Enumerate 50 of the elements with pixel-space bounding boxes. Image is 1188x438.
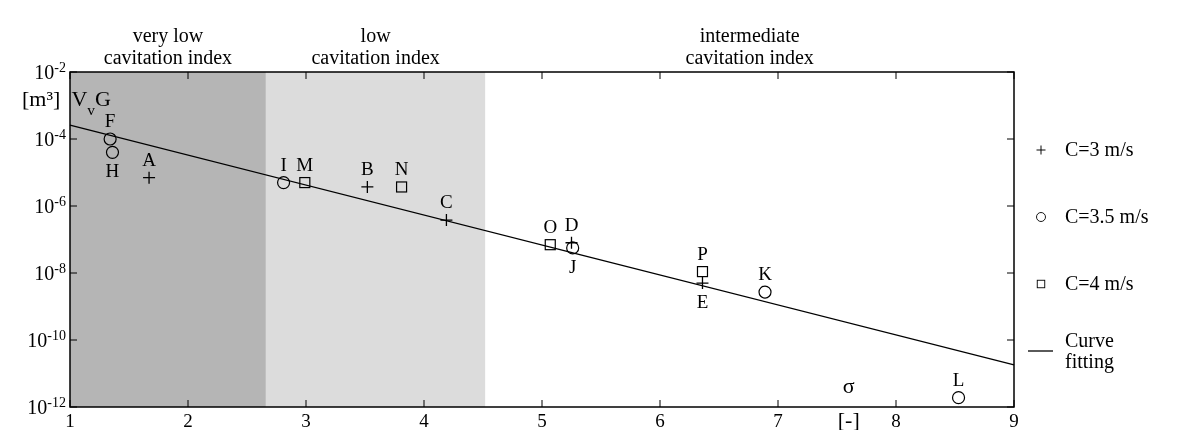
y-tick-label: 10$^{-10}$ [27,327,66,351]
x-tick-label: 9 [1009,410,1019,431]
annotation: K [758,263,773,285]
annotation: P [697,242,708,264]
x-tick-label: 7 [773,410,783,431]
point [758,285,772,299]
x-tick-label: 1 [65,410,75,431]
annotation: J [568,255,577,277]
x-tick-label: 2 [183,410,193,431]
band-label: intermediate cavitation index [685,24,814,68]
legend-label: C=4 m/s [1065,272,1134,294]
point [544,239,556,251]
x-axis-title: σ [-] [837,373,860,432]
point [439,213,454,227]
y-tick-label: 10$^{-12}$ [27,394,66,418]
legend-label: C=3.5 m/s [1065,205,1149,227]
annotation: M [296,153,314,175]
legend-label: C=3 m/s [1065,138,1134,160]
annotation: B [361,157,374,179]
point [105,145,120,159]
point [103,132,117,146]
y-tick-label: 10$^{-8}$ [34,260,66,284]
x-tick-label: 8 [891,410,901,431]
annotation: I [280,153,287,175]
y-tick-label: 10$^{-2}$ [34,59,66,83]
y-tick-label: 10$^{-4}$ [34,126,66,150]
annotation: N [394,157,409,179]
x-tick-label: 5 [537,410,547,431]
annotation: C [440,191,453,213]
annotation: H [105,160,120,182]
point [564,236,579,250]
y-tick-label: 10$^{-6}$ [34,193,66,217]
band-label: low cavitation index [311,24,440,68]
point [695,276,710,290]
annotation: A [142,148,157,170]
annotation: O [543,215,558,237]
point [395,181,408,193]
x-tick-label: 3 [301,410,311,431]
point [299,176,311,189]
x-tick-label: 4 [419,410,430,431]
point [696,266,709,278]
annotation: D [564,213,579,235]
annotation: E [696,291,709,313]
legend-label: Curve fitting [1065,329,1114,373]
point [951,391,966,405]
band-label: very low cavitation index [103,24,233,68]
annotation: L [952,368,965,390]
point [276,175,291,190]
x-tick-label: 6 [655,410,665,431]
point [566,241,580,255]
